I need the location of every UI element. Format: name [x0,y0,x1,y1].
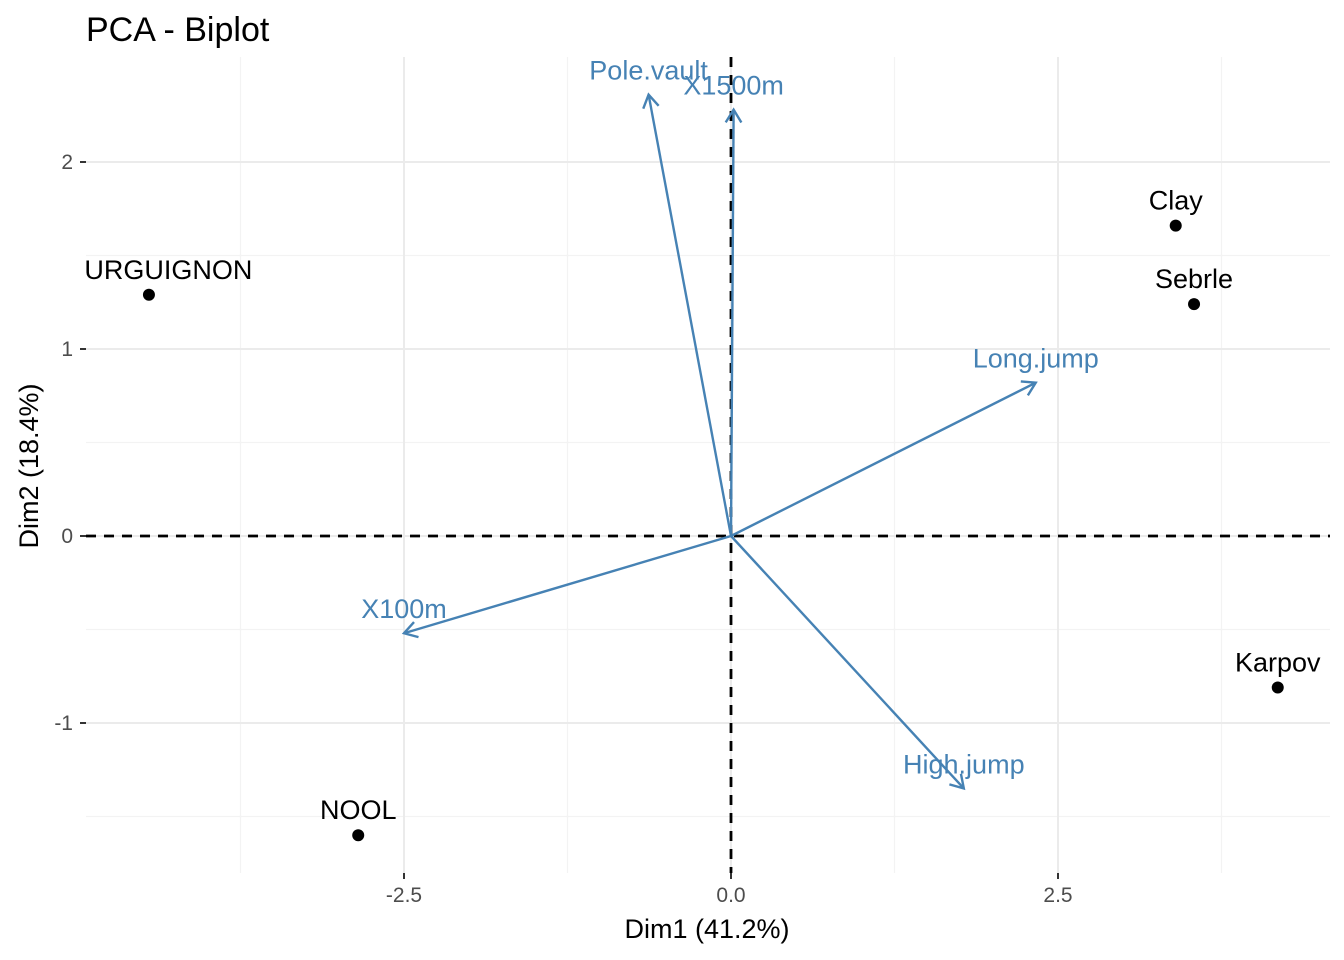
individual-point [142,288,155,301]
variable-arrow [403,534,732,635]
variable-arrowhead [949,773,966,791]
individual-label: Sebrle [1155,264,1233,294]
variable-label: Pole.vault [589,56,708,86]
variable-label: High.jump [903,749,1025,779]
variable-arrow [647,94,733,537]
x-axis-title: Dim1 (41.2%) [624,914,789,944]
individual-label: BOURGUIGNON [45,255,252,285]
individual-label: Clay [1149,186,1204,216]
chart-title: PCA - Biplot [86,11,270,49]
variable-arrowhead [724,107,743,124]
variable-arrow [730,381,1037,538]
individual-point [1169,219,1182,232]
y-axis: -1 0 1 2 [54,151,86,735]
y-tick-label: 1 [61,338,73,361]
variable-arrowhead [401,621,419,639]
x-axis: -2.5 0.0 2.5 [386,873,1073,907]
variable-label: X100m [361,594,447,624]
y-tick-label: 0 [61,525,73,548]
variable-arrowhead [1020,380,1038,397]
individual-point [352,829,365,842]
individual-point [1271,681,1284,694]
major-gridlines [86,57,1330,873]
individual-label: NOOL [320,795,397,825]
individual-points: BOURGUIGNON NOOL Clay Sebrle Karpov [45,186,1321,842]
y-tick-label: 2 [61,151,73,174]
minor-gridlines [86,57,1330,873]
variable-arrow [730,535,965,790]
x-tick-label: -2.5 [386,884,422,907]
y-axis-title: Dim2 (18.4%) [14,383,44,548]
variable-arrowhead [642,92,660,110]
individual-label: Karpov [1235,647,1321,677]
individual-point [1188,298,1201,311]
y-tick-label: -1 [54,712,73,735]
variable-arrow [729,109,735,537]
variable-label: X1500m [683,71,784,101]
plot-panel: Pole.vaultX1500mLong.jumpX100mHigh.jump … [45,56,1330,873]
x-tick-label: 0.0 [716,884,745,907]
x-tick-label: 2.5 [1043,884,1072,907]
variable-label: Long.jump [973,344,1099,374]
zero-reference-lines [86,57,1330,873]
